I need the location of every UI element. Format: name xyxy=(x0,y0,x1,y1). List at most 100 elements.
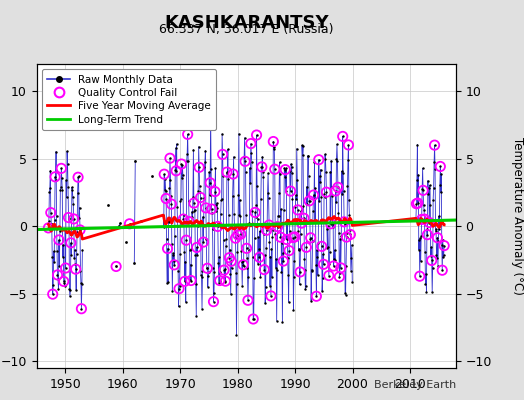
Point xyxy=(199,214,207,220)
Point xyxy=(115,222,123,229)
Point xyxy=(130,260,138,266)
Point xyxy=(191,252,200,258)
Point xyxy=(188,208,196,215)
Point xyxy=(248,254,257,260)
Point xyxy=(45,218,53,224)
Point xyxy=(220,279,228,285)
Point xyxy=(297,220,305,226)
Point xyxy=(341,220,349,227)
Point xyxy=(326,220,335,227)
Point xyxy=(211,165,220,171)
Point xyxy=(239,262,247,268)
Point xyxy=(227,258,235,264)
Point xyxy=(60,282,69,289)
Point xyxy=(55,263,63,270)
Point xyxy=(290,258,299,264)
Point xyxy=(122,239,130,246)
Point xyxy=(337,233,345,239)
Point xyxy=(297,220,305,226)
Point xyxy=(279,258,288,264)
Point xyxy=(436,163,444,170)
Point xyxy=(159,212,168,218)
Point xyxy=(277,206,285,212)
Point xyxy=(202,236,211,242)
Point xyxy=(438,241,446,248)
Point xyxy=(67,252,75,258)
Point xyxy=(258,164,266,170)
Point xyxy=(195,164,203,170)
Point xyxy=(422,271,430,277)
Point xyxy=(199,239,208,245)
Point xyxy=(63,161,72,167)
Point xyxy=(420,216,429,222)
Point xyxy=(204,268,213,275)
Point xyxy=(296,269,304,275)
Point xyxy=(335,230,343,236)
Point xyxy=(312,262,320,268)
Point xyxy=(308,238,316,244)
Point xyxy=(230,154,238,160)
Point xyxy=(70,216,78,222)
Point xyxy=(187,277,195,284)
Point xyxy=(268,234,277,240)
Point xyxy=(342,262,350,269)
Point xyxy=(72,250,81,257)
Point xyxy=(431,166,439,172)
Point xyxy=(319,251,328,258)
Point xyxy=(233,249,242,256)
Point xyxy=(254,261,262,267)
Point xyxy=(268,274,276,280)
Point xyxy=(169,252,177,259)
Point xyxy=(253,132,261,138)
Point xyxy=(260,266,268,273)
Point xyxy=(269,227,277,234)
Point xyxy=(297,208,305,214)
Point xyxy=(435,226,443,232)
Point xyxy=(75,204,84,211)
Point xyxy=(196,194,205,201)
Point xyxy=(215,277,224,284)
Point xyxy=(282,165,290,172)
Point xyxy=(332,199,340,205)
Point xyxy=(429,265,437,271)
Point xyxy=(302,244,311,250)
Point xyxy=(77,306,85,312)
Point xyxy=(177,161,185,167)
Point xyxy=(324,223,332,230)
Point xyxy=(112,263,121,270)
Point xyxy=(166,155,174,162)
Point xyxy=(46,184,54,191)
Point xyxy=(60,280,69,286)
Point xyxy=(47,220,56,227)
Point xyxy=(49,248,58,255)
Point xyxy=(345,212,354,219)
Point xyxy=(318,243,326,250)
Point xyxy=(67,240,75,246)
Point xyxy=(74,174,82,180)
Point xyxy=(287,161,295,167)
Point xyxy=(309,192,318,198)
Point xyxy=(57,165,66,172)
Point xyxy=(266,253,275,260)
Point xyxy=(223,169,231,175)
Point xyxy=(421,248,429,255)
Point xyxy=(77,280,85,286)
Point xyxy=(297,230,305,237)
Point xyxy=(347,267,355,274)
Point xyxy=(252,202,260,208)
Point xyxy=(312,293,321,300)
Point xyxy=(231,229,239,236)
Point xyxy=(211,188,219,195)
Point xyxy=(259,231,268,238)
Point xyxy=(182,158,191,164)
Point xyxy=(172,141,181,147)
Point xyxy=(214,279,223,286)
Point xyxy=(310,159,319,166)
Point xyxy=(416,273,424,280)
Point xyxy=(164,279,172,285)
Point xyxy=(256,274,265,280)
Point xyxy=(345,197,353,204)
Point xyxy=(420,216,429,222)
Point xyxy=(413,200,422,206)
Point xyxy=(212,208,221,214)
